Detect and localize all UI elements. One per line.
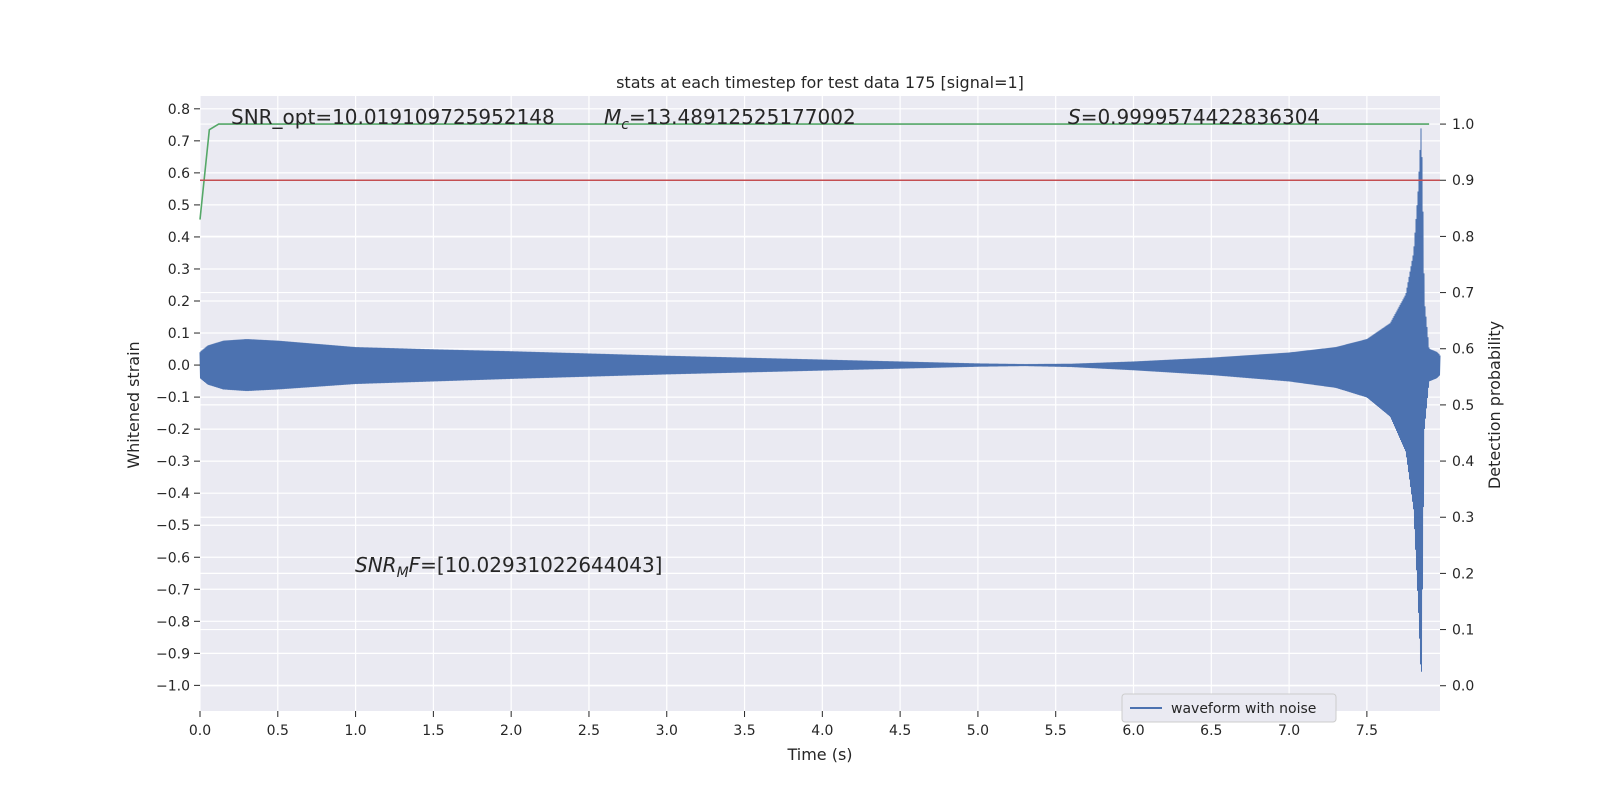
annotation-snr-opt: SNR_opt=10.019109725952148 bbox=[231, 105, 555, 129]
y-left-tick-label-1: 0.7 bbox=[168, 134, 190, 150]
annotation-statistic: S=0.9999574422836304 bbox=[1068, 105, 1320, 129]
x-tick-label-0: 0.0 bbox=[189, 723, 211, 739]
annotation-chirp-mass: Mc=13.48912525177002 bbox=[604, 105, 856, 133]
y-right-tick-label-8: 0.2 bbox=[1452, 566, 1474, 582]
x-tick-label-7: 3.5 bbox=[733, 723, 755, 739]
x-axis-title: Time (s) bbox=[786, 745, 852, 764]
annotation-statistic-value: =0.9999574422836304 bbox=[1081, 105, 1320, 129]
y-left-tick-label-7: 0.1 bbox=[168, 326, 190, 342]
y-right-tick-label-10: 0.0 bbox=[1452, 679, 1474, 695]
annotation-snr-mf: SNRMF=[10.02931022644043] bbox=[355, 553, 663, 581]
y-axis-left-ticks: 0.8 0.7 0.6 0.5 0.4 0.3 0.2 0.1 0.0 −0.1 −0.2 −0.3 −… bbox=[156, 102, 200, 694]
y-right-tick-label-6: 0.4 bbox=[1452, 454, 1474, 470]
legend: waveform with noise bbox=[1121, 693, 1337, 723]
annotation-snr-mf-value: =[10.02931022644043] bbox=[420, 553, 662, 577]
y-left-tick-label-18: −1.0 bbox=[156, 678, 190, 694]
x-axis-ticks: 0.0 0.5 1.0 1.5 2.0 2.5 3.0 3.5 4.0 4.5 5.0 5.5 6.0 6… bbox=[189, 711, 1378, 739]
x-tick-label-13: 6.5 bbox=[1200, 723, 1222, 739]
x-tick-label-8: 4.0 bbox=[811, 723, 833, 739]
y-right-tick-label-0: 1.0 bbox=[1452, 117, 1474, 133]
x-tick-label-12: 6.0 bbox=[1122, 723, 1144, 739]
annotation-snr-mf-subscript: M bbox=[397, 565, 409, 581]
chart-title: stats at each timestep for test data 175… bbox=[616, 73, 1024, 92]
y-left-tick-label-3: 0.5 bbox=[168, 198, 190, 214]
y-left-tick-label-11: −0.3 bbox=[156, 454, 190, 470]
y-right-tick-label-9: 0.1 bbox=[1452, 623, 1474, 639]
x-tick-label-15: 7.5 bbox=[1356, 723, 1378, 739]
y-left-tick-label-14: −0.6 bbox=[156, 550, 190, 566]
annotation-snr-mf-symbol: SNR bbox=[355, 553, 397, 577]
y-left-tick-label-0: 0.8 bbox=[168, 102, 190, 118]
x-tick-label-4: 2.0 bbox=[500, 723, 522, 739]
annotation-chirp-mass-symbol: M bbox=[604, 105, 621, 129]
y-left-tick-label-15: −0.7 bbox=[156, 582, 190, 598]
legend-label-waveform: waveform with noise bbox=[1171, 701, 1316, 717]
y-left-tick-label-12: −0.4 bbox=[156, 486, 190, 502]
y-left-tick-label-8: 0.0 bbox=[168, 358, 190, 374]
x-tick-label-14: 7.0 bbox=[1278, 723, 1300, 739]
y-left-tick-label-17: −0.9 bbox=[156, 646, 190, 662]
y-left-tick-label-5: 0.3 bbox=[168, 262, 190, 278]
y-right-tick-label-2: 0.8 bbox=[1452, 229, 1474, 245]
y-left-tick-label-6: 0.2 bbox=[168, 294, 190, 310]
y-axis-right-title: Detection probability bbox=[1485, 321, 1504, 489]
x-tick-label-5: 2.5 bbox=[578, 723, 600, 739]
x-tick-label-3: 1.5 bbox=[422, 723, 444, 739]
legend-box bbox=[1121, 693, 1337, 723]
probability-series bbox=[199, 123, 1440, 220]
annotation-snr-mf-suffix: F bbox=[409, 553, 421, 577]
waveform-line bbox=[199, 128, 1441, 672]
x-tick-label-10: 5.0 bbox=[967, 723, 989, 739]
y-right-tick-label-5: 0.5 bbox=[1452, 398, 1474, 414]
x-tick-label-6: 3.0 bbox=[656, 723, 678, 739]
y-left-tick-label-9: −0.1 bbox=[156, 390, 190, 406]
y-right-tick-label-3: 0.7 bbox=[1452, 286, 1474, 302]
plot-area bbox=[200, 96, 1440, 711]
y-axis-right-ticks: 1.0 0.9 0.8 0.7 0.6 0.5 0.4 0.3 0.2 0.1 0.0 bbox=[1440, 117, 1474, 695]
annotation-chirp-mass-value: =13.48912525177002 bbox=[629, 105, 856, 129]
x-tick-label-11: 5.5 bbox=[1045, 723, 1067, 739]
y-left-tick-label-16: −0.8 bbox=[156, 614, 190, 630]
y-axis-left-title: Whitened strain bbox=[124, 341, 143, 468]
waveform-series bbox=[199, 128, 1441, 672]
y-right-tick-label-7: 0.3 bbox=[1452, 510, 1474, 526]
x-tick-label-9: 4.5 bbox=[889, 723, 911, 739]
x-tick-label-1: 0.5 bbox=[267, 723, 289, 739]
y-left-tick-label-10: −0.2 bbox=[156, 422, 190, 438]
y-left-tick-label-13: −0.5 bbox=[156, 518, 190, 534]
annotation-chirp-mass-subscript: c bbox=[621, 117, 629, 133]
y-right-tick-label-4: 0.6 bbox=[1452, 342, 1474, 358]
x-tick-label-2: 1.0 bbox=[344, 723, 366, 739]
y-left-tick-label-4: 0.4 bbox=[168, 230, 190, 246]
detection-probability-line bbox=[199, 123, 1430, 220]
annotation-statistic-symbol: S bbox=[1068, 105, 1081, 129]
y-left-tick-label-2: 0.6 bbox=[168, 166, 190, 182]
y-right-tick-label-1: 0.9 bbox=[1452, 173, 1474, 189]
